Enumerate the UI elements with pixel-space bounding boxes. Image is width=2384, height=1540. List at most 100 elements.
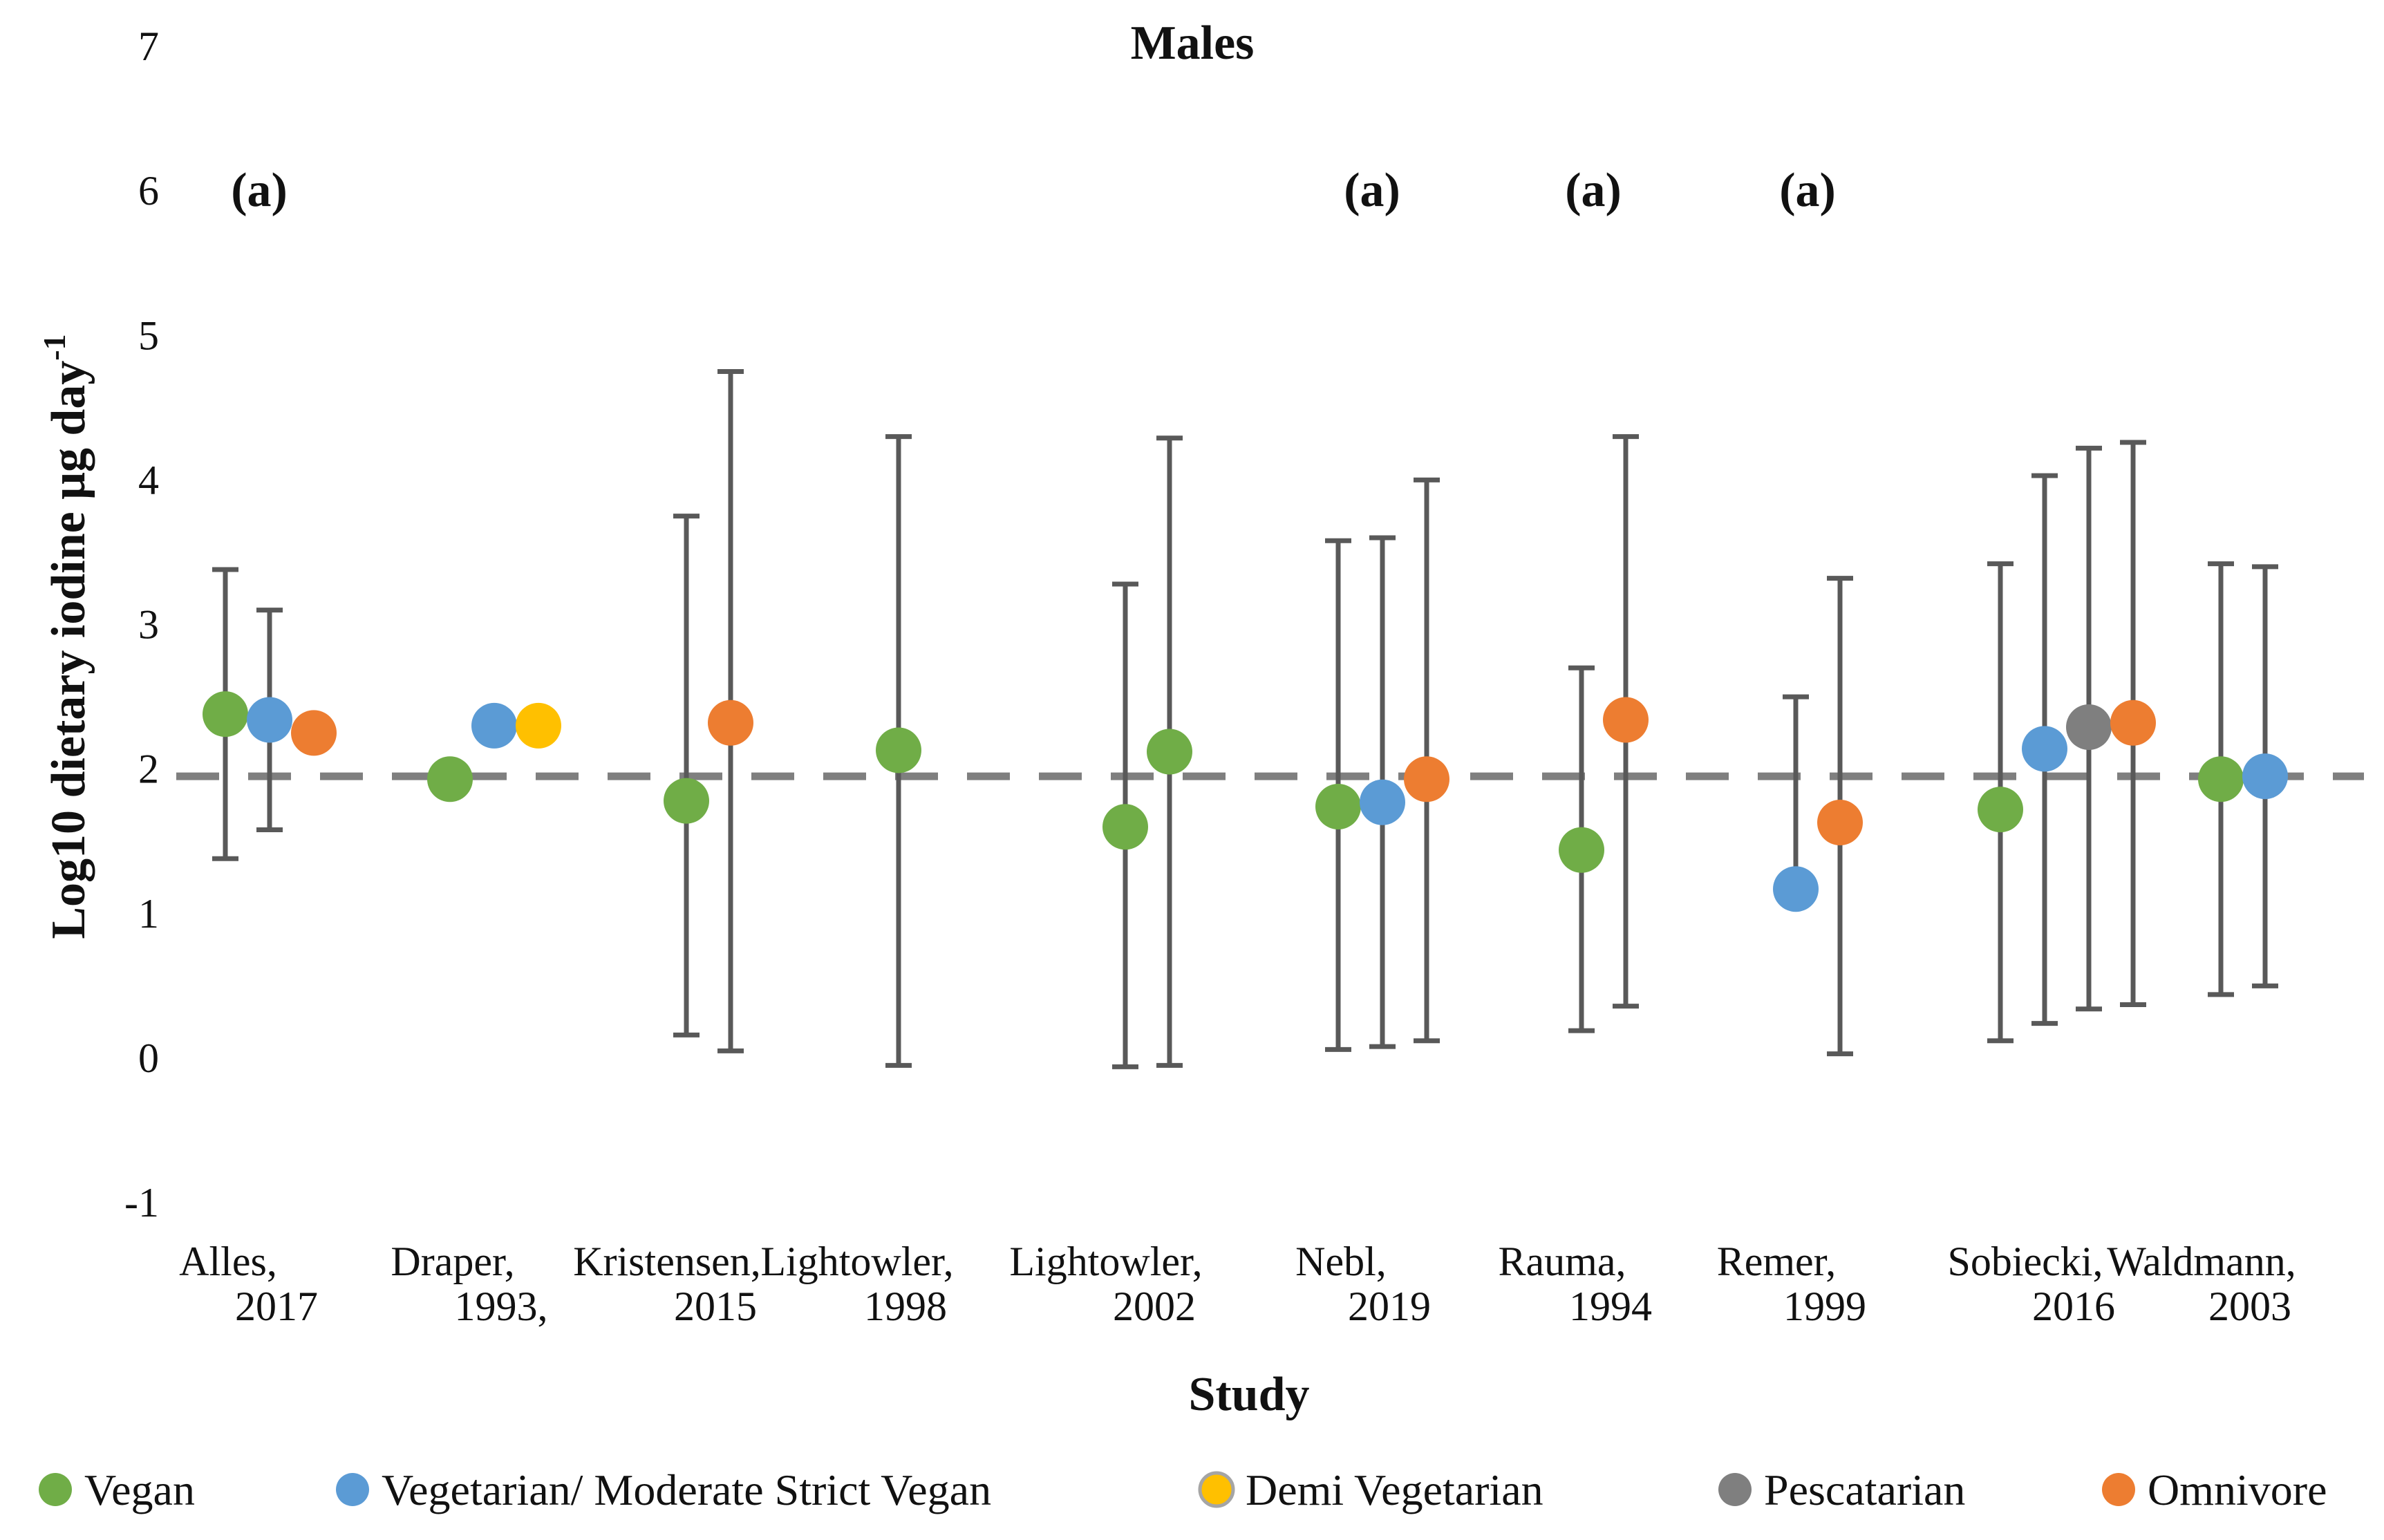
x-category-label-line2: 2003: [2208, 1284, 2291, 1329]
error-bar: [1613, 434, 1639, 1009]
legend-label: Pescatarian: [1764, 1465, 1965, 1514]
error-bar: [1369, 535, 1396, 1049]
data-point-omnivore: [1404, 756, 1449, 802]
x-category-label-line1: Lightowler,: [1009, 1239, 1202, 1284]
y-tick-label: 6: [138, 168, 159, 214]
x-category-label-line2: 2016: [2032, 1284, 2115, 1329]
x-category-label-line2: 1998: [864, 1284, 947, 1329]
data-point-vegan: [2198, 756, 2244, 802]
error-bar: [885, 434, 912, 1068]
legend-item: Demi Vegetarian: [1198, 1465, 1543, 1514]
y-tick-label: 0: [138, 1035, 159, 1081]
annotation-label: (a): [231, 164, 288, 217]
x-category-label-line1: Draper,: [391, 1239, 514, 1284]
chart-title: Males: [1131, 17, 1255, 70]
x-axis-category-labels: Alles,2017Draper,1993,Kristensen,2015Lig…: [179, 1239, 2296, 1329]
data-point-demi-vegetarian: [516, 702, 561, 749]
legend-label: Vegetarian/ Moderate Strict Vegan: [382, 1465, 991, 1514]
legend-label: Demi Vegetarian: [1246, 1465, 1543, 1514]
legend-item: Pescatarian: [1718, 1465, 1965, 1514]
x-category-label-line2: 1993,: [455, 1284, 548, 1329]
data-point-vegetarian-moderate-strict-vegan: [471, 702, 517, 749]
annotation-label: (a): [1344, 164, 1400, 217]
data-point-vegan: [1147, 729, 1192, 775]
data-point-vegan: [427, 756, 473, 802]
x-category-label-line1: Rauma,: [1499, 1239, 1626, 1284]
x-category-label-line1: Waldmann,: [2107, 1239, 2296, 1284]
error-bar: [1112, 581, 1138, 1069]
error-bar: [1156, 435, 1183, 1068]
data-point-vegan: [876, 727, 921, 773]
data-point-vegan: [203, 691, 248, 738]
error-bar: [673, 514, 700, 1037]
legend-label: Omnivore: [2148, 1465, 2327, 1514]
x-category-label-line2: 2017: [235, 1284, 318, 1329]
y-tick-label: 4: [138, 457, 159, 503]
error-bar: [1987, 561, 2014, 1044]
error-bar: [1325, 538, 1351, 1052]
x-category-label-line1: Kristensen,: [573, 1239, 761, 1284]
error-bar: [1827, 576, 1853, 1057]
x-category-label-line2: 2002: [1113, 1284, 1196, 1329]
data-point-omnivore: [1817, 800, 1863, 846]
legend-marker: [2102, 1473, 2135, 1506]
error-bar: [1414, 477, 1440, 1044]
legend: Vegan Vegetarian/ Moderate Strict Vegan De…: [39, 1465, 2327, 1514]
legend-item: Omnivore: [2102, 1465, 2327, 1514]
data-point-vegan: [1559, 827, 1604, 873]
data-point-vegetarian-moderate-strict-vegan: [1773, 866, 1819, 912]
error-bar: [212, 567, 238, 861]
annotations: (a) (a) (a) (a): [231, 164, 1836, 217]
annotation-label: (a): [1565, 164, 1622, 217]
x-category-label-line1: Nebl,: [1295, 1239, 1387, 1284]
legend-label: Vegan: [84, 1465, 195, 1514]
error-bar: [2208, 561, 2234, 997]
x-category-label-line2: 2019: [1348, 1284, 1431, 1329]
y-tick-label: 1: [138, 891, 159, 937]
data-point-vegan: [1978, 787, 2023, 833]
x-category-label-line1: Remer,: [1717, 1239, 1837, 1284]
x-category-label-line2: 1999: [1783, 1284, 1866, 1329]
data-point-omnivore: [1603, 697, 1649, 743]
legend-marker: [336, 1473, 369, 1506]
y-tick-label: 2: [138, 746, 159, 792]
x-category-label-line1: Sobiecki,: [1948, 1239, 2103, 1284]
annotation-label: (a): [1779, 164, 1836, 217]
data-point-omnivore: [2110, 699, 2156, 746]
data-point-omnivore: [708, 699, 753, 746]
error-bar: [717, 369, 744, 1053]
legend-item: Vegetarian/ Moderate Strict Vegan: [336, 1465, 991, 1514]
y-tick-label: -1: [124, 1180, 159, 1226]
data-point-vegan: [1315, 783, 1361, 829]
error-bar: [2076, 445, 2102, 1012]
x-category-label-line2: 2015: [674, 1284, 757, 1329]
legend-marker: [39, 1473, 72, 1506]
y-tick-label: 5: [138, 312, 159, 358]
y-axis-title: Log10 dietary iodine μg day-1: [37, 334, 95, 939]
error-bar: [2031, 473, 2058, 1026]
data-point-vegetarian-moderate-strict-vegan: [2242, 753, 2288, 800]
error-bar: [1783, 694, 1809, 890]
data-point-vegetarian-moderate-strict-vegan: [247, 697, 292, 743]
data-points: [203, 691, 2288, 912]
data-point-vegan: [664, 778, 709, 824]
data-point-vegan: [1102, 804, 1148, 850]
data-point-pescatarian: [2066, 704, 2112, 750]
legend-marker: [1198, 1471, 1235, 1508]
x-category-label-line2: 1994: [1569, 1284, 1652, 1329]
data-point-omnivore: [291, 710, 337, 756]
legend-item: Vegan: [39, 1465, 195, 1514]
data-point-vegetarian-moderate-strict-vegan: [1360, 779, 1405, 825]
error-bar: [2252, 564, 2278, 988]
y-axis-tick-labels: -1 0 1 2 3 4 5 6 7: [124, 24, 159, 1226]
x-category-label-line1: Alles,: [179, 1239, 277, 1284]
y-tick-label: 7: [138, 24, 159, 69]
y-tick-label: 3: [138, 602, 159, 648]
legend-marker: [1718, 1473, 1752, 1506]
x-category-label-line1: Lightowler,: [760, 1239, 953, 1284]
x-axis-title: Study: [1188, 1368, 1309, 1421]
y-axis-title-main: Log10 dietary iodine μg day: [42, 361, 95, 939]
data-point-vegetarian-moderate-strict-vegan: [2022, 726, 2067, 772]
error-bar: [2120, 440, 2146, 1007]
